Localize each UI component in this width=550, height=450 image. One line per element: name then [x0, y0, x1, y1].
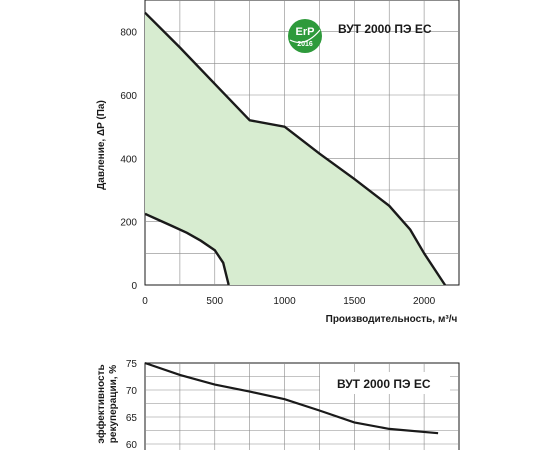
pressure-y-tick-label: 600 [120, 91, 137, 102]
capacity-x-tick-label: 2000 [413, 296, 436, 307]
pressure-y-tick-label: 400 [120, 154, 137, 165]
efficiency-y-tick-label: 70 [126, 386, 138, 397]
capacity-x-tick-label: 1500 [343, 296, 366, 307]
efficiency-y-tick-label: 60 [126, 440, 138, 450]
pressure-chart-model-title: ВУТ 2000 ПЭ ЕС [338, 22, 432, 36]
efficiency-y-axis-label-line2: рекуперации, % [108, 365, 119, 444]
efficiency-y-tick-label: 75 [126, 359, 138, 370]
capacity-x-axis-label: Производительность, [326, 314, 436, 325]
pressure-x-ticks: 0 500 1000 1500 2000 [142, 296, 435, 307]
pressure-y-ticks: 0 200 400 600 800 [120, 28, 137, 292]
efficiency-y-ticks: 60 65 70 75 [126, 359, 138, 450]
pressure-y-tick-label: 0 [131, 281, 137, 292]
efficiency-chart-model-title: ВУТ 2000 ПЭ ЕС [337, 377, 431, 391]
pressure-y-tick-label: 200 [120, 218, 137, 229]
efficiency-curve [144, 361, 439, 435]
erp-badge-swoosh [289, 29, 321, 43]
erp-2016-badge: ErP 2016 [288, 19, 322, 53]
capacity-x-axis-unit: м³/ч [438, 314, 458, 325]
efficiency-chart: 60 65 70 75 ВУТ 2000 ПЭ ЕС эффективность ре… [95, 359, 460, 450]
pressure-area-fill [145, 12, 445, 285]
efficiency-title-backdrop [320, 372, 450, 394]
capacity-x-tick-label: 0 [142, 296, 148, 307]
erp-badge-year: 2016 [297, 41, 313, 48]
capacity-x-tick-label: 500 [206, 296, 223, 307]
pressure-curve-min [144, 212, 230, 286]
pressure-chart: 0 200 400 600 800 0 500 1000 1500 2000 Давление,… [96, 0, 460, 325]
pressure-y-axis-label: Давление, ΔP (Па) [96, 100, 107, 190]
erp-badge-circle [288, 19, 322, 53]
pressure-curve-max [144, 11, 447, 286]
efficiency-chart-frame [144, 362, 460, 450]
capacity-x-tick-label: 1000 [273, 296, 296, 307]
pressure-y-tick-label: 800 [120, 28, 137, 39]
efficiency-y-axis-label-line1: эффективность [95, 364, 107, 443]
efficiency-y-tick-label: 65 [126, 413, 138, 424]
erp-badge-text: ErP [296, 26, 315, 38]
